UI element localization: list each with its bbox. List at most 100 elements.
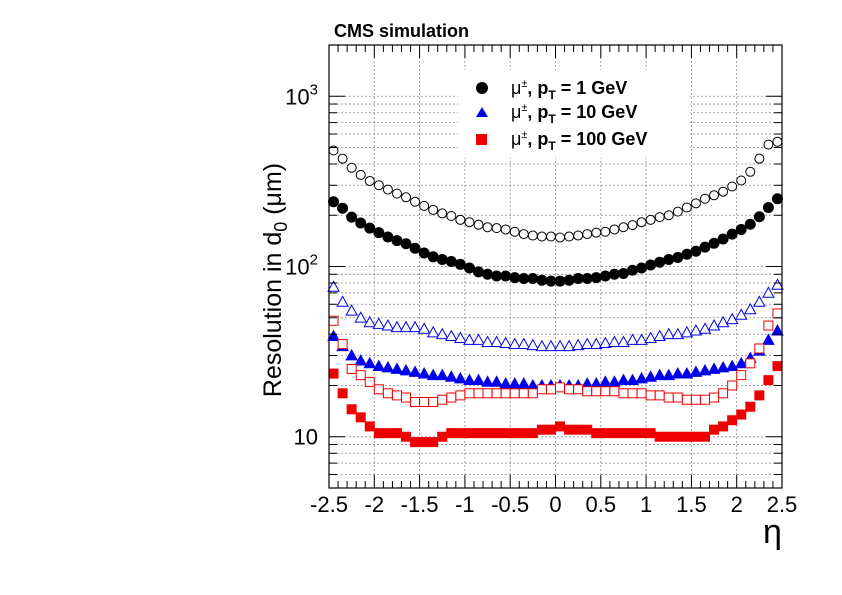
data-point bbox=[517, 337, 531, 350]
data-point bbox=[573, 424, 584, 435]
data-point bbox=[699, 241, 711, 253]
data-point bbox=[399, 320, 413, 333]
data-point bbox=[490, 375, 503, 387]
data-point bbox=[636, 262, 648, 274]
data-point bbox=[654, 256, 666, 268]
data-point bbox=[581, 273, 593, 285]
y-tick-label: 10 bbox=[294, 425, 318, 450]
data-point bbox=[618, 428, 629, 439]
data-point bbox=[718, 421, 729, 432]
data-point bbox=[363, 356, 377, 369]
data-point bbox=[390, 362, 404, 374]
data-point bbox=[544, 339, 558, 352]
data-point bbox=[437, 431, 448, 442]
data-point bbox=[589, 337, 603, 350]
data-point bbox=[727, 181, 738, 192]
legend: μ±, pT = 1 GeV μ±, pT = 10 GeV μ±, pT = … bbox=[458, 70, 690, 158]
data-point bbox=[373, 227, 385, 239]
data-point bbox=[381, 319, 395, 331]
data-point bbox=[454, 371, 467, 384]
data-point bbox=[681, 248, 693, 260]
data-point bbox=[680, 367, 694, 379]
x-tick-label: 2 bbox=[731, 492, 743, 517]
x-tick-label: -2.5 bbox=[310, 492, 348, 517]
data-point bbox=[491, 388, 502, 399]
legend-marker-10gev bbox=[476, 107, 488, 117]
data-point bbox=[689, 324, 703, 336]
data-point bbox=[599, 270, 611, 282]
data-point bbox=[627, 428, 638, 439]
data-point bbox=[399, 363, 413, 376]
chart-title: CMS simulation bbox=[334, 21, 469, 41]
data-point bbox=[763, 375, 774, 386]
data-point bbox=[446, 392, 457, 403]
data-point bbox=[364, 222, 376, 234]
data-point bbox=[608, 268, 620, 280]
data-point bbox=[663, 392, 674, 403]
data-point bbox=[636, 388, 647, 399]
data-point bbox=[401, 392, 412, 403]
data-point bbox=[417, 367, 431, 379]
data-point bbox=[545, 231, 556, 242]
x-tick-label: 0.5 bbox=[586, 492, 617, 517]
data-point bbox=[564, 231, 575, 242]
data-point bbox=[653, 368, 667, 381]
data-point bbox=[382, 428, 393, 439]
data-point bbox=[627, 264, 639, 276]
data-point bbox=[736, 370, 747, 381]
data-point bbox=[662, 327, 676, 340]
data-point bbox=[464, 388, 475, 399]
data-point bbox=[364, 376, 375, 387]
data-point bbox=[600, 386, 611, 397]
data-point bbox=[645, 390, 656, 401]
data-point bbox=[473, 388, 484, 399]
data-point bbox=[337, 202, 349, 214]
data-point bbox=[690, 394, 701, 405]
x-tick-label: -2 bbox=[365, 492, 385, 517]
y-axis-label-unit: (μm) bbox=[259, 163, 287, 222]
data-point bbox=[564, 424, 575, 435]
data-point bbox=[444, 329, 458, 342]
data-point bbox=[473, 428, 484, 439]
data-point bbox=[553, 339, 567, 352]
data-point bbox=[536, 274, 548, 286]
data-point bbox=[500, 428, 511, 439]
data-point bbox=[463, 333, 476, 345]
data-point bbox=[391, 428, 402, 439]
data-point bbox=[627, 388, 638, 399]
data-point bbox=[582, 386, 593, 397]
legend-label-100gev: μ±, pT = 100 GeV bbox=[511, 129, 647, 153]
data-point bbox=[454, 258, 466, 270]
legend-marker-1gev bbox=[476, 82, 488, 94]
data-point bbox=[355, 169, 366, 180]
data-point bbox=[672, 251, 684, 263]
data-point bbox=[481, 375, 494, 387]
data-point bbox=[662, 368, 676, 381]
data-point bbox=[698, 363, 712, 376]
data-point bbox=[716, 361, 730, 373]
data-point bbox=[690, 245, 702, 257]
data-point bbox=[573, 230, 584, 241]
data-point bbox=[346, 404, 357, 415]
data-point bbox=[535, 339, 549, 352]
data-point bbox=[672, 206, 683, 217]
data-point bbox=[726, 228, 738, 240]
y-tick-label: 102 bbox=[285, 252, 318, 280]
data-point bbox=[536, 384, 547, 395]
data-point bbox=[626, 373, 639, 386]
data-point bbox=[671, 367, 685, 379]
data-point bbox=[410, 196, 421, 207]
data-point bbox=[708, 237, 720, 249]
data-point bbox=[419, 200, 430, 211]
data-point bbox=[491, 428, 502, 439]
data-point bbox=[636, 217, 647, 228]
data-point bbox=[707, 362, 721, 374]
data-point bbox=[709, 190, 720, 201]
data-point bbox=[491, 223, 502, 234]
data-point bbox=[464, 217, 475, 228]
data-point bbox=[518, 229, 529, 240]
data-point bbox=[328, 368, 339, 379]
data-point bbox=[545, 275, 557, 287]
data-point bbox=[725, 359, 739, 372]
